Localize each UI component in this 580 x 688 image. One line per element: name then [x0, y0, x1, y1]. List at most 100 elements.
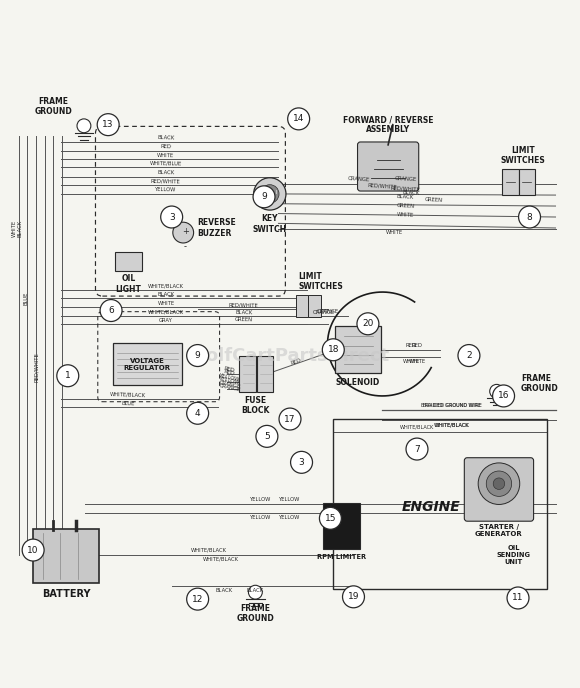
Text: M: M: [263, 191, 267, 195]
Text: BRAIDED GROUND WIRE: BRAIDED GROUND WIRE: [423, 403, 480, 408]
Text: ENGINE: ENGINE: [402, 499, 461, 514]
FancyBboxPatch shape: [519, 169, 535, 195]
FancyBboxPatch shape: [114, 252, 142, 271]
Text: BLACK: BLACK: [157, 135, 175, 141]
Text: WHITE: WHITE: [408, 359, 426, 364]
FancyBboxPatch shape: [502, 169, 519, 195]
Text: GREEN: GREEN: [425, 197, 444, 203]
Text: 9: 9: [195, 351, 201, 360]
Circle shape: [161, 206, 183, 228]
Circle shape: [260, 184, 279, 203]
Circle shape: [187, 402, 209, 424]
Text: RPM LIMITER: RPM LIMITER: [317, 554, 367, 559]
Circle shape: [256, 425, 278, 447]
Circle shape: [279, 408, 301, 430]
Text: BLACK: BLACK: [403, 190, 420, 195]
Text: 14: 14: [293, 114, 304, 123]
Text: LIMIT
SWITCHES: LIMIT SWITCHES: [299, 272, 343, 292]
Circle shape: [478, 463, 520, 504]
Text: OIL
SENDING
UNIT: OIL SENDING UNIT: [497, 545, 531, 565]
Text: BLUE: BLUE: [122, 400, 135, 406]
Text: WHITE: WHITE: [397, 212, 414, 217]
Text: YELLOW: YELLOW: [280, 497, 300, 502]
Circle shape: [486, 471, 512, 496]
Text: RED: RED: [406, 343, 416, 347]
Text: ORANGE: ORANGE: [348, 176, 371, 183]
FancyBboxPatch shape: [113, 343, 182, 385]
Text: 12: 12: [192, 594, 204, 603]
Text: WHITE/BLACK: WHITE/BLACK: [203, 557, 239, 562]
Text: BLUE: BLUE: [23, 291, 28, 305]
Circle shape: [320, 507, 342, 529]
Text: RED: RED: [223, 367, 235, 374]
Circle shape: [173, 222, 194, 243]
Text: 17: 17: [284, 415, 296, 424]
Text: 16: 16: [498, 391, 509, 400]
Text: LIMIT
SWITCHES: LIMIT SWITCHES: [501, 146, 546, 165]
Text: WHITE/BLACK: WHITE/BLACK: [148, 283, 184, 288]
Circle shape: [253, 178, 286, 210]
Text: YELLOW: YELLOW: [280, 515, 300, 519]
Text: WHITE/BLACK: WHITE/BLACK: [434, 422, 470, 427]
Circle shape: [248, 585, 262, 599]
Text: ORANGE: ORANGE: [394, 176, 416, 182]
Text: YELLOW: YELLOW: [155, 187, 177, 193]
Text: 3: 3: [299, 458, 304, 467]
Circle shape: [493, 478, 505, 489]
Text: 13: 13: [103, 120, 114, 129]
Text: 2: 2: [466, 351, 472, 360]
Text: RED/WHITE: RED/WHITE: [390, 186, 420, 192]
Text: ORANGE: ORANGE: [218, 383, 241, 393]
Text: BLACK: BLACK: [235, 310, 252, 315]
Text: REVERSE
BUZZER: REVERSE BUZZER: [198, 218, 237, 237]
Text: WHITE/BLACK: WHITE/BLACK: [110, 391, 147, 398]
Text: FRAME
GROUND: FRAME GROUND: [237, 604, 274, 623]
Text: OIL
LIGHT: OIL LIGHT: [115, 274, 142, 294]
Circle shape: [57, 365, 79, 387]
Text: 15: 15: [325, 514, 336, 523]
Text: YELLOW: YELLOW: [251, 497, 272, 502]
Text: -: -: [183, 242, 186, 251]
Text: BLACK: BLACK: [397, 195, 414, 200]
Circle shape: [187, 588, 209, 610]
Text: STARTER /
GENERATOR: STARTER / GENERATOR: [475, 524, 523, 537]
FancyBboxPatch shape: [335, 326, 382, 373]
Text: FRAME
GROUND: FRAME GROUND: [34, 96, 72, 116]
Circle shape: [291, 451, 313, 473]
Text: GREEN: GREEN: [396, 203, 415, 209]
Circle shape: [492, 385, 514, 407]
Circle shape: [357, 313, 379, 335]
Text: YELLOW: YELLOW: [219, 373, 240, 382]
FancyBboxPatch shape: [309, 295, 321, 317]
Text: 8: 8: [527, 213, 532, 222]
Text: YELLOW: YELLOW: [251, 515, 272, 519]
Text: 4: 4: [195, 409, 201, 418]
Circle shape: [343, 586, 364, 608]
Text: 11: 11: [512, 594, 524, 603]
Circle shape: [458, 345, 480, 367]
Text: FORWARD / REVERSE
ASSEMBLY: FORWARD / REVERSE ASSEMBLY: [343, 115, 433, 134]
Text: WHITE: WHITE: [385, 230, 403, 235]
Text: BLACK: BLACK: [215, 588, 232, 593]
Text: WHITE/BLACK: WHITE/BLACK: [148, 309, 184, 314]
Text: RED/WHITE: RED/WHITE: [151, 178, 181, 184]
Text: RED/WHITE: RED/WHITE: [367, 183, 397, 190]
FancyBboxPatch shape: [357, 142, 419, 191]
FancyBboxPatch shape: [33, 528, 99, 583]
Circle shape: [322, 338, 345, 361]
Text: 6: 6: [108, 306, 114, 315]
Text: GolfCartPartsDirect: GolfCartPartsDirect: [191, 347, 389, 365]
Text: WHITE/BLACK: WHITE/BLACK: [191, 548, 227, 552]
Text: BLACK: BLACK: [157, 292, 175, 297]
Text: 10: 10: [27, 546, 39, 555]
Circle shape: [507, 587, 529, 609]
Text: RED: RED: [223, 369, 235, 376]
Text: BLACK: BLACK: [247, 588, 264, 593]
Text: 3: 3: [169, 213, 175, 222]
Circle shape: [288, 108, 310, 130]
Text: FUSE
BLOCK: FUSE BLOCK: [241, 396, 270, 416]
Text: BRAIDED GROUND WIRE: BRAIDED GROUND WIRE: [421, 403, 482, 408]
Text: ORANGE: ORANGE: [317, 309, 339, 314]
Text: 5: 5: [264, 432, 270, 441]
Text: RED/WHITE: RED/WHITE: [34, 352, 38, 382]
